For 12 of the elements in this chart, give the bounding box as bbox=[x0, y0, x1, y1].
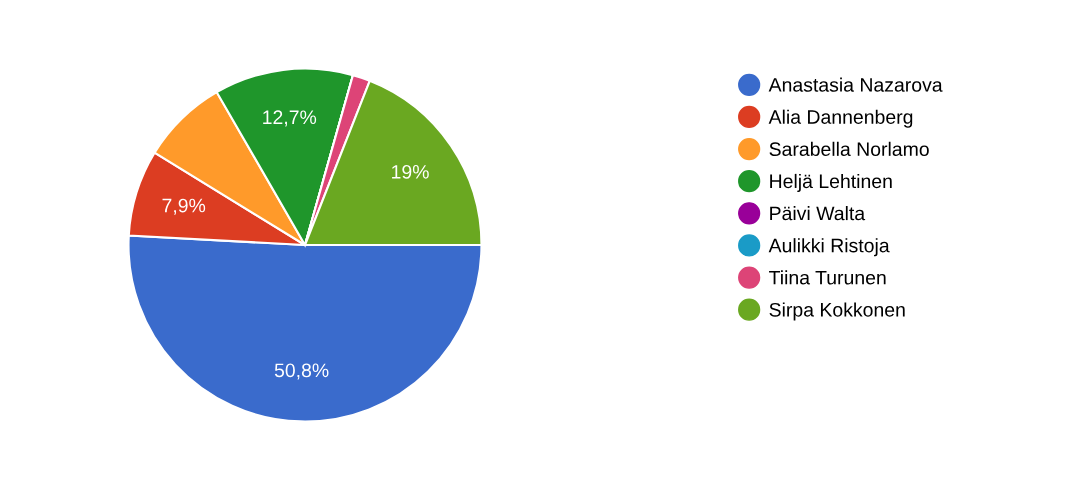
data-label: 50,8% bbox=[274, 363, 329, 380]
legend-label: Heljä Lehtinen bbox=[770, 173, 892, 192]
data-label: 12,7% bbox=[263, 110, 317, 127]
data-label: 7,9% bbox=[162, 198, 206, 215]
legend-label: Päivi Walta bbox=[770, 206, 866, 221]
legend-label: Alia Dannenberg bbox=[768, 109, 913, 128]
legend-label: Sirpa Kokkonen bbox=[769, 302, 905, 321]
legend-label: Aulikki Ristoja bbox=[768, 238, 890, 257]
legend-label: Sarabella Norlamo bbox=[769, 141, 929, 157]
legend-label: Tiina Turunen bbox=[769, 270, 886, 285]
data-label: 19% bbox=[392, 164, 429, 179]
legend-label: Anastasia Nazarova bbox=[768, 77, 943, 92]
